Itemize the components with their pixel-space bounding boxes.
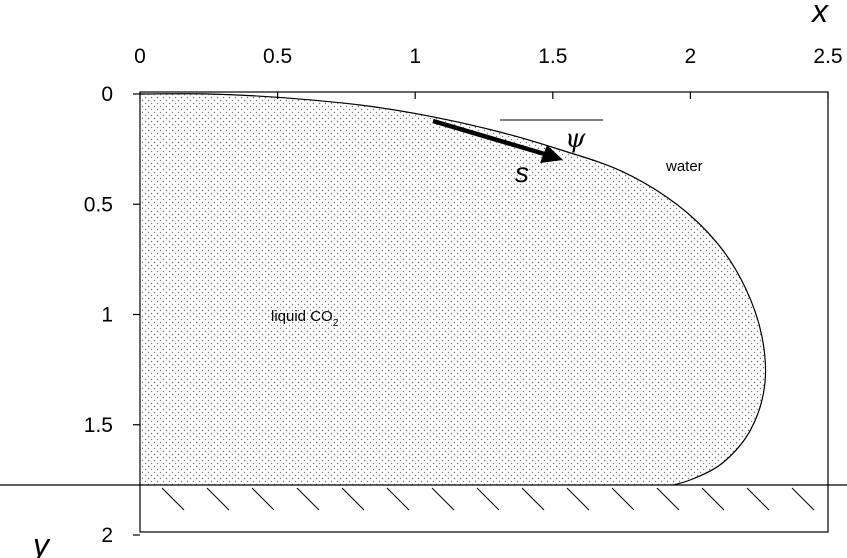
hatch-mark (431, 487, 455, 511)
hatch-mark (386, 487, 410, 511)
water-label: water (665, 158, 703, 175)
hatch-mark (746, 487, 770, 511)
co2-label-main: liquid CO (271, 308, 333, 325)
co2-region-group (140, 93, 767, 485)
hatch-mark (296, 487, 320, 511)
hatch-mark (521, 487, 545, 511)
x-tick-label: 0.5 (263, 45, 292, 68)
hatch-mark (566, 487, 590, 511)
hatch-mark (701, 487, 725, 511)
x-tick-label: 2 (685, 45, 697, 68)
tangent-arrow-shaft (432, 118, 549, 158)
x-axis-ticks: 0 0.5 1 1.5 2 2.5 (134, 45, 843, 99)
hatch-mark (341, 487, 365, 511)
x-tick-label: 1 (409, 45, 421, 68)
y-tick-label: 1.5 (84, 414, 113, 437)
hatch-mark (161, 487, 185, 511)
liquid-co2-region (140, 93, 766, 485)
psi-symbol: ψ (565, 124, 586, 154)
hatch-mark (206, 487, 230, 511)
co2-label: liquid CO2 (271, 308, 339, 329)
y-tick-label: 2 (101, 524, 113, 547)
y-tick-label: 1 (101, 304, 113, 327)
x-axis-variable: x (810, 0, 829, 29)
y-axis-ticks: 0 0.5 1 1.5 2 (84, 83, 140, 547)
co2-label-subscript: 2 (333, 318, 339, 329)
arclength-label: s (515, 157, 529, 188)
y-tick-label: 0 (101, 83, 113, 106)
hatch-mark (611, 487, 635, 511)
y-axis-variable: y (31, 527, 51, 558)
interface-curve (140, 93, 767, 485)
x-tick-label: 2.5 (813, 45, 842, 68)
hatch-mark (791, 487, 815, 511)
x-tick-label: 0 (134, 45, 146, 68)
hatch-mark (251, 487, 275, 511)
tangent-arrowhead (540, 145, 563, 163)
hatch-mark (476, 487, 500, 511)
wall-hatching (161, 487, 815, 511)
y-tick-label: 0.5 (84, 193, 113, 216)
hatch-mark (656, 487, 680, 511)
x-tick-label: 1.5 (538, 45, 567, 68)
